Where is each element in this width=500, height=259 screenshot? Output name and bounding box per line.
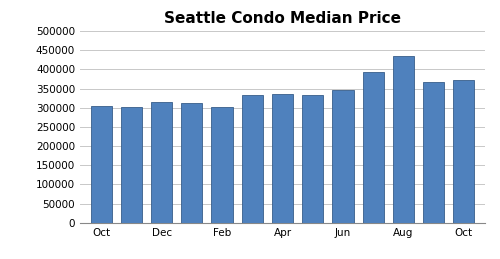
Title: Seattle Condo Median Price: Seattle Condo Median Price: [164, 11, 401, 26]
Bar: [423, 82, 444, 223]
Bar: [454, 80, 474, 223]
Bar: [121, 107, 142, 223]
Bar: [362, 73, 384, 223]
Bar: [181, 103, 203, 223]
Bar: [212, 107, 233, 223]
Bar: [151, 102, 172, 223]
Bar: [90, 106, 112, 223]
Bar: [272, 94, 293, 223]
Bar: [332, 90, 353, 223]
Bar: [393, 56, 414, 223]
Bar: [302, 95, 324, 223]
Bar: [242, 95, 263, 223]
